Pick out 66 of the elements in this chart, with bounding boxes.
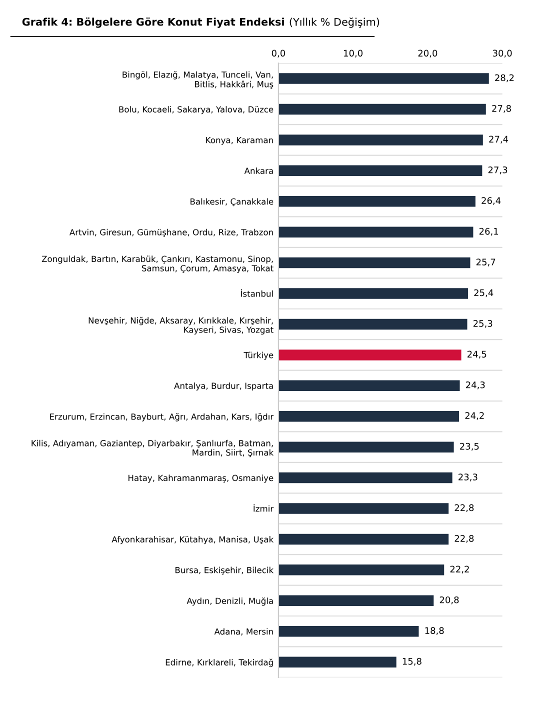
y-tick-label: Konya, Karaman	[206, 137, 273, 145]
data-label: 24,3	[466, 381, 485, 390]
y-tick-label: Bolu, Kocaeli, Sakarya, Yalova, Düzce	[119, 106, 274, 114]
y-tick-label: Hatay, Kahramanmaraş, Osmaniye	[128, 474, 274, 483]
bar	[278, 226, 474, 238]
y-tick-label: Artvin, Giresun, Gümüşhane, Ordu, Rize, Trabzon	[69, 228, 273, 237]
data-label: 23,5	[460, 442, 479, 451]
data-label: 25,3	[473, 320, 492, 328]
data-label: 24,5	[467, 350, 486, 358]
bar	[278, 104, 486, 115]
bar	[278, 564, 444, 576]
bar	[278, 165, 482, 176]
data-label: 27,4	[489, 136, 508, 144]
bar	[278, 73, 489, 84]
y-tick-label: Bingöl, Elazığ, Malatya, Tunceli, Van, Bitlis, Hakkâri, Muş	[122, 71, 274, 89]
bar	[278, 257, 470, 268]
bar	[278, 472, 452, 484]
text: Grafik 4: Bölgelere Göre Konut Fiyat Endeksi	[22, 18, 284, 28]
data-label: 22,8	[454, 504, 474, 512]
data-label: 15,8	[402, 658, 422, 666]
y-tick-label: Edirne, Kırklareli, Tekirdağ	[166, 658, 273, 668]
chart-subtitle: (Yıllık % Değişim)	[290, 18, 380, 28]
bar	[278, 350, 462, 360]
bar	[278, 503, 449, 514]
y-tick-label: Balıkesir, Çanakkale	[190, 198, 274, 206]
data-label: 18,8	[425, 627, 444, 635]
x-tick-label: 0,0	[272, 50, 286, 58]
bar	[278, 595, 434, 606]
data-label: 24,2	[465, 412, 484, 420]
y-tick-label: Kilis, Adıyaman, Gaziantep, Diyarbakır, Şanlıurfa, Batman, Mardin, Siirt, Şırnak	[32, 440, 274, 458]
data-label: 23,3	[458, 474, 478, 482]
x-tick-label: 10,0	[344, 50, 363, 58]
data-label: 26,1	[479, 228, 498, 236]
y-tick-label: Antalya, Burdur, Isparta	[174, 382, 273, 391]
bar	[278, 534, 449, 545]
bar	[278, 196, 476, 207]
y-tick-label: İzmir	[254, 504, 274, 512]
data-label: 26,4	[482, 197, 501, 205]
y-tick-label: Nevşehir, Niğde, Aksaray, Kırıkkale, Kırşehir, Kayseri, Sivas, Yozgat	[88, 316, 274, 335]
data-label: 27,3	[488, 166, 508, 174]
y-tick-label: Afyonkarahisar, Kütahya, Manisa, Uşak	[112, 536, 274, 544]
y-tick-label: Ankara	[244, 168, 273, 174]
data-label: 20,8	[440, 596, 459, 604]
y-tick-label: Zonguldak, Bartın, Karabük, Çankırı, Kastamonu, Sinop, Samsun, Çorum, Amasya, Tokat	[42, 256, 274, 274]
data-label: 25,7	[476, 258, 496, 266]
bar	[278, 288, 468, 299]
bar	[278, 656, 396, 668]
y-tick-label: Türkiye	[244, 352, 274, 360]
data-label: 27,8	[492, 105, 511, 113]
x-tick-label: 20,0	[418, 50, 438, 58]
bar	[278, 318, 468, 330]
data-label: 22,2	[450, 566, 469, 574]
bar	[278, 134, 483, 146]
bar	[278, 442, 454, 452]
data-label: 25,4	[474, 289, 494, 298]
bar	[278, 380, 460, 392]
x-tick-label: 30,0	[492, 50, 512, 58]
y-tick-label: Bursa, Eskişehir, Bilecik	[176, 566, 274, 575]
y-tick-label: İstanbul	[241, 289, 273, 297]
data-label: 22,8	[454, 535, 474, 543]
y-tick-label: Erzurum, Erzincan, Bayburt, Ağrı, Ardahan, Kars, Iğdır	[50, 413, 274, 422]
y-tick-label: Aydın, Denizli, Muğla	[186, 597, 273, 606]
bar	[278, 411, 460, 422]
data-label: 28,2	[495, 74, 514, 82]
bar	[278, 626, 419, 637]
y-tick-label: Adana, Mersin	[214, 628, 273, 636]
